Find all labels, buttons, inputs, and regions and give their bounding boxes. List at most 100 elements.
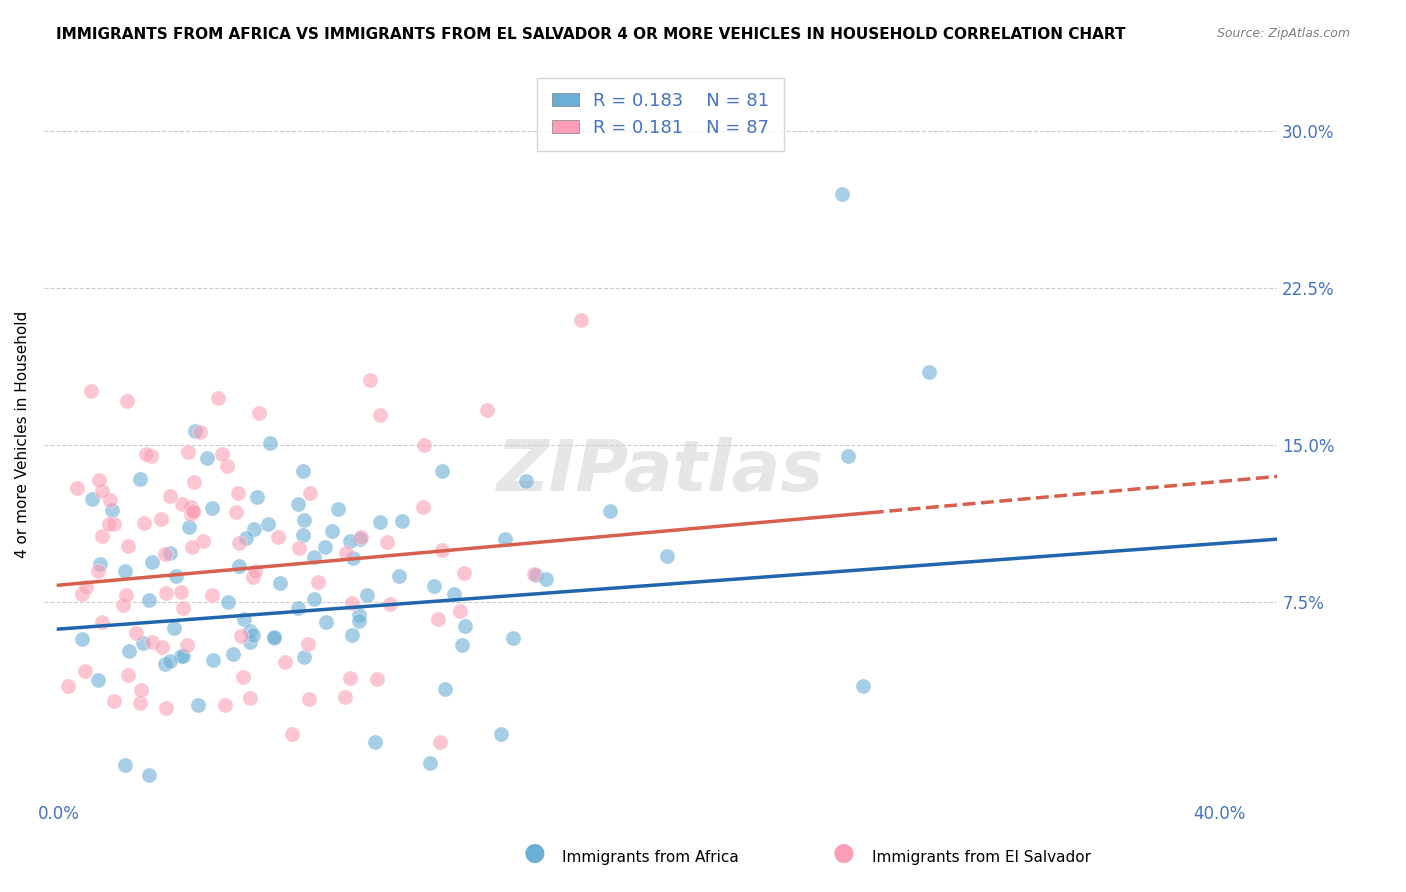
Immigrants from Africa [443,587,465,601]
Immigrants from El Salvador [228,536,250,550]
Immigrants from Africa [201,501,224,516]
Immigrants from El Salvador [188,425,211,440]
Immigrants from El Salvador [288,541,311,555]
Immigrants from El Salvador [453,566,475,580]
Immigrants from El Salvador [66,481,89,495]
Immigrants from Africa [165,569,187,583]
Immigrants from El Salvador [180,508,202,522]
Immigrants from Africa [349,614,371,628]
Text: ZIPatlas: ZIPatlas [496,437,824,506]
Immigrants from El Salvador [413,438,436,452]
Immigrants from Africa [169,648,191,663]
Immigrants from El Salvador [117,667,139,681]
Immigrants from Africa [259,436,281,450]
Immigrants from El Salvador [87,564,110,578]
Immigrants from Africa [852,679,875,693]
Immigrants from Africa [515,474,537,488]
Immigrants from El Salvador [432,543,454,558]
Immigrants from Africa [184,424,207,438]
Immigrants from Africa [494,533,516,547]
Immigrants from El Salvador [103,516,125,531]
Immigrants from Africa [228,559,250,574]
Immigrants from Africa [87,673,110,687]
Immigrants from Africa [114,757,136,772]
Immigrants from El Salvador [339,671,361,685]
Immigrants from Africa [655,549,678,564]
Immigrants from El Salvador [150,640,173,654]
Immigrants from El Salvador [267,531,290,545]
Immigrants from Africa [489,727,512,741]
Immigrants from Africa [287,497,309,511]
Immigrants from El Salvador [281,727,304,741]
Immigrants from Africa [315,615,337,629]
Immigrants from Africa [114,564,136,578]
Immigrants from El Salvador [350,530,373,544]
Immigrants from El Salvador [239,690,262,705]
Immigrants from Africa [195,451,218,466]
Immigrants from Africa [321,524,343,538]
Text: Immigrants from Africa: Immigrants from Africa [562,850,740,865]
Immigrants from El Salvador [181,504,204,518]
Immigrants from Africa [599,504,621,518]
Immigrants from El Salvador [117,539,139,553]
Immigrants from El Salvador [180,500,202,514]
Immigrants from Africa [430,464,453,478]
Immigrants from Africa [326,502,349,516]
Immigrants from Africa [232,611,254,625]
Immigrants from El Salvador [214,698,236,713]
Immigrants from Africa [201,653,224,667]
Immigrants from El Salvador [183,475,205,489]
Immigrants from Africa [292,649,315,664]
Immigrants from El Salvador [412,500,434,514]
Immigrants from Africa [831,187,853,202]
Immigrants from El Salvador [91,484,114,499]
Immigrants from Africa [918,365,941,379]
Immigrants from El Salvador [359,373,381,387]
Immigrants from Africa [349,607,371,622]
Immigrants from El Salvador [111,598,134,612]
Immigrants from El Salvador [297,637,319,651]
Immigrants from El Salvador [370,408,392,422]
Text: Immigrants from El Salvador: Immigrants from El Salvador [872,850,1091,865]
Immigrants from El Salvador [333,690,356,704]
Immigrants from El Salvador [169,585,191,599]
Immigrants from El Salvador [177,445,200,459]
Immigrants from Africa [339,534,361,549]
Immigrants from El Salvador [172,600,194,615]
Immigrants from Africa [177,519,200,533]
Immigrants from Africa [132,636,155,650]
Immigrants from Africa [364,735,387,749]
Immigrants from Africa [159,546,181,560]
Immigrants from Africa [314,540,336,554]
Immigrants from El Salvador [91,529,114,543]
Immigrants from El Salvador [307,574,329,589]
Immigrants from El Salvador [176,638,198,652]
Immigrants from El Salvador [231,670,253,684]
Immigrants from Africa [391,514,413,528]
Immigrants from El Salvador [155,701,177,715]
Immigrants from Africa [356,588,378,602]
Immigrants from El Salvador [247,406,270,420]
Immigrants from Africa [292,513,315,527]
Immigrants from Africa [302,550,325,565]
Immigrants from El Salvador [128,696,150,710]
Immigrants from Africa [138,593,160,607]
Immigrants from El Salvador [429,734,451,748]
Immigrants from El Salvador [569,312,592,326]
Immigrants from El Salvador [135,447,157,461]
Immigrants from El Salvador [141,635,163,649]
Immigrants from Africa [129,472,152,486]
Text: ●: ● [832,841,855,865]
Immigrants from El Salvador [73,664,96,678]
Immigrants from Africa [534,572,557,586]
Immigrants from Africa [118,644,141,658]
Immigrants from El Salvador [134,516,156,531]
Immigrants from Africa [246,490,269,504]
Immigrants from Africa [187,698,209,712]
Immigrants from Africa [239,634,262,648]
Immigrants from El Salvador [70,587,93,601]
Immigrants from El Salvador [90,615,112,629]
Legend: R = 0.183    N = 81, R = 0.181    N = 87: R = 0.183 N = 81, R = 0.181 N = 87 [537,78,783,152]
Immigrants from Africa [163,621,186,635]
Immigrants from El Salvador [129,683,152,698]
